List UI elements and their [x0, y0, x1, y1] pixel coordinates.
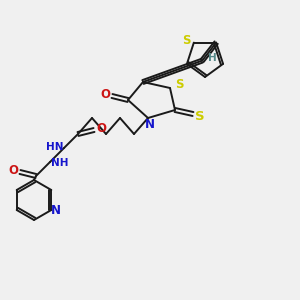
- Text: O: O: [96, 122, 106, 134]
- Text: NH: NH: [51, 158, 69, 168]
- Text: N: N: [51, 203, 61, 217]
- Text: HN: HN: [46, 142, 64, 152]
- Text: O: O: [100, 88, 110, 100]
- Text: O: O: [8, 164, 18, 176]
- Text: S: S: [195, 110, 205, 124]
- Text: N: N: [145, 118, 155, 130]
- Text: S: S: [175, 77, 183, 91]
- Text: S: S: [183, 34, 191, 47]
- Text: H: H: [208, 52, 217, 63]
